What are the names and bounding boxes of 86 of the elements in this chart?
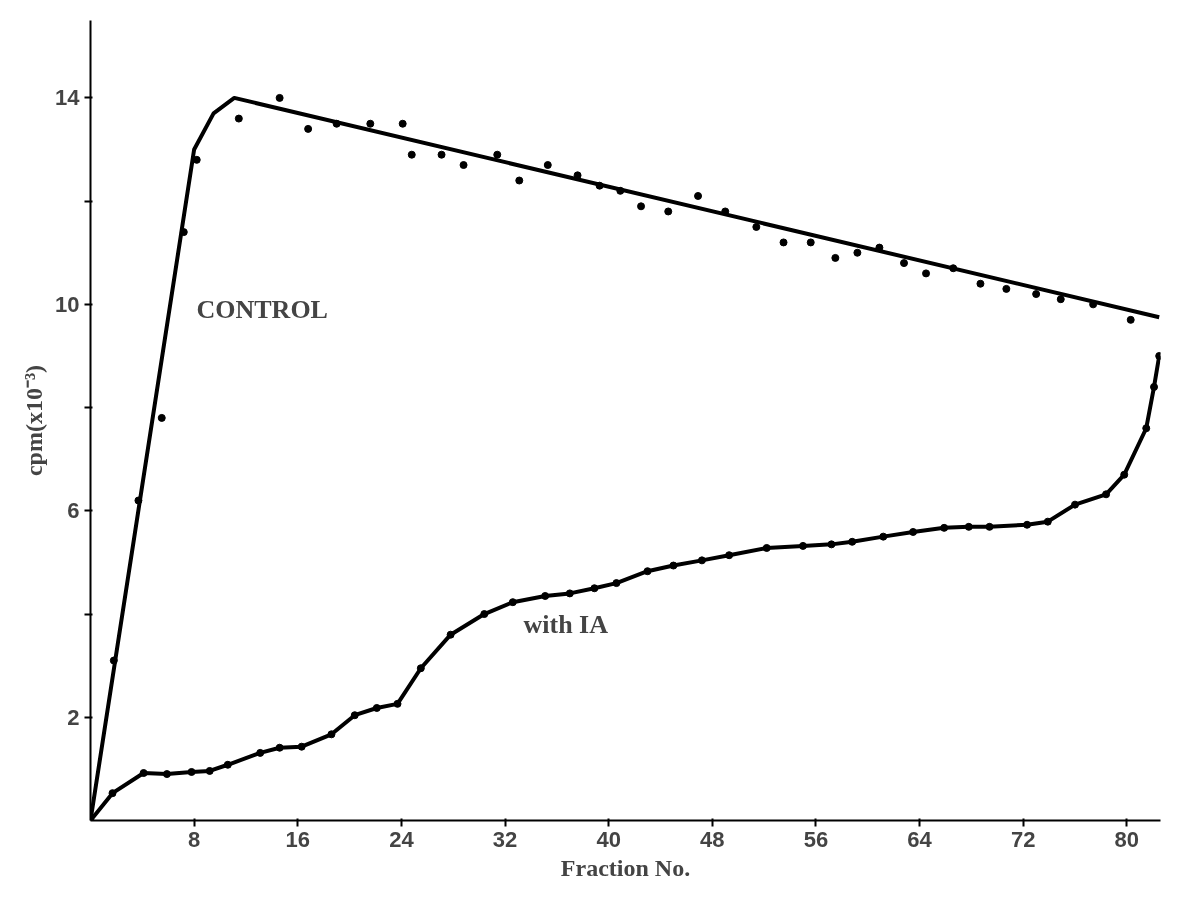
- annotation: with IA: [523, 610, 609, 639]
- point: [416, 664, 425, 673]
- point: [565, 589, 574, 598]
- point: [393, 699, 402, 708]
- annotation: CONTROL: [196, 295, 328, 324]
- x-tick-label: 64: [907, 826, 933, 852]
- point: [725, 551, 734, 560]
- point: [762, 543, 771, 552]
- x-tick-label: 8: [188, 826, 201, 852]
- point: [1142, 424, 1151, 433]
- y-axis-title: cpm(x10⁻³): [21, 364, 48, 477]
- point: [922, 269, 931, 278]
- point: [480, 610, 489, 619]
- point: [275, 743, 284, 752]
- point: [637, 202, 646, 211]
- x-axis-title: Fraction No.: [560, 854, 691, 881]
- point: [256, 748, 265, 757]
- point: [437, 150, 446, 159]
- point: [964, 522, 973, 531]
- point: [446, 630, 455, 639]
- point: [515, 176, 524, 185]
- point: [543, 161, 552, 170]
- x-tick-label: 56: [803, 826, 829, 852]
- point: [108, 789, 117, 798]
- point: [669, 561, 678, 570]
- point: [1150, 382, 1159, 391]
- point: [366, 119, 375, 128]
- point: [327, 730, 336, 739]
- point: [694, 191, 703, 200]
- point: [879, 532, 888, 541]
- point: [1071, 500, 1079, 509]
- point: [1002, 284, 1011, 293]
- point: [508, 598, 517, 607]
- point: [541, 591, 550, 600]
- y-tick-label: 10: [55, 291, 80, 317]
- point: [1043, 517, 1052, 526]
- point: [493, 150, 502, 159]
- point: [831, 253, 840, 262]
- point: [162, 770, 171, 779]
- point: [827, 540, 836, 549]
- point: [664, 207, 673, 216]
- point: [853, 248, 862, 257]
- point: [940, 523, 949, 532]
- point: [223, 760, 232, 769]
- point: [798, 541, 807, 550]
- point: [372, 703, 381, 712]
- point: [398, 119, 407, 128]
- x-tick-label: 32: [492, 826, 518, 852]
- point: [1056, 295, 1065, 304]
- point: [1126, 315, 1135, 324]
- point: [459, 161, 468, 170]
- point: [187, 767, 196, 776]
- point: [985, 522, 994, 531]
- point: [139, 769, 148, 778]
- y-tick-label: 2: [67, 704, 80, 730]
- y-tick-label: 6: [67, 498, 80, 524]
- point: [909, 527, 918, 536]
- point: [806, 238, 815, 247]
- point: [1120, 470, 1129, 479]
- point: [1032, 290, 1041, 299]
- point: [304, 124, 313, 133]
- point: [297, 742, 306, 751]
- point: [407, 150, 416, 159]
- x-tick-label: 48: [700, 826, 725, 852]
- x-tick-label: 72: [1010, 826, 1036, 852]
- point: [1102, 490, 1111, 499]
- point: [205, 766, 214, 775]
- x-tick-label: 24: [389, 826, 415, 852]
- point: [1023, 520, 1032, 529]
- point: [157, 413, 166, 422]
- point: [848, 537, 857, 546]
- point: [590, 584, 599, 593]
- x-tick-label: 40: [596, 826, 621, 852]
- point: [779, 238, 788, 247]
- point: [234, 114, 243, 123]
- point: [900, 259, 909, 268]
- point: [350, 711, 359, 720]
- point: [697, 556, 706, 565]
- x-tick-label: 16: [285, 826, 311, 852]
- point: [275, 93, 284, 102]
- point: [976, 279, 985, 288]
- point: [612, 579, 621, 588]
- point: [643, 567, 652, 576]
- point: [752, 222, 761, 231]
- y-tick-label: 14: [55, 85, 81, 111]
- x-tick-label: 80: [1114, 826, 1140, 852]
